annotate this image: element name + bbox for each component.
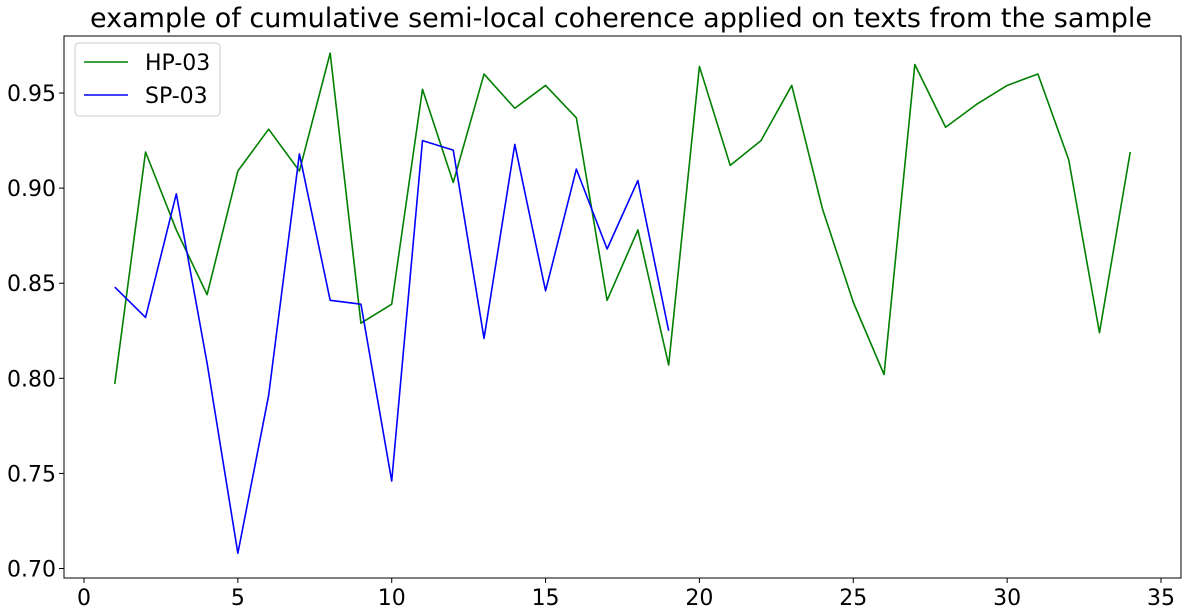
x-tick-label: 20 <box>685 586 713 611</box>
x-tick-label: 25 <box>839 586 867 611</box>
x-axis: 0 5 10 15 20 25 30 35 <box>77 578 1175 611</box>
plot-area-frame <box>63 35 1182 579</box>
x-tick-label: 0 <box>77 586 91 611</box>
y-tick-label: 0.95 <box>7 82 56 107</box>
y-axis: 0.70 0.75 0.80 0.85 0.90 0.95 <box>7 82 64 582</box>
y-tick-label: 0.70 <box>7 557 56 582</box>
x-tick-label: 5 <box>231 586 245 611</box>
y-tick-label: 0.75 <box>7 462 56 487</box>
series-layer <box>113 52 1132 555</box>
legend: HP-03 SP-03 <box>74 42 221 117</box>
series-line-hp-03 <box>113 52 1132 385</box>
series-line-sp-03 <box>114 139 670 555</box>
legend-label-hp-03: HP-03 <box>145 51 210 76</box>
x-tick-label: 15 <box>532 586 560 611</box>
chart-title: example of cumulative semi-local coheren… <box>90 3 1152 34</box>
x-tick-label: 35 <box>1147 586 1175 611</box>
legend-label-sp-03: SP-03 <box>145 84 208 109</box>
x-tick-label: 30 <box>993 586 1021 611</box>
y-tick-label: 0.90 <box>7 177 56 202</box>
y-tick-label: 0.80 <box>7 367 56 392</box>
x-tick-label: 10 <box>378 586 406 611</box>
y-tick-label: 0.85 <box>7 272 56 297</box>
